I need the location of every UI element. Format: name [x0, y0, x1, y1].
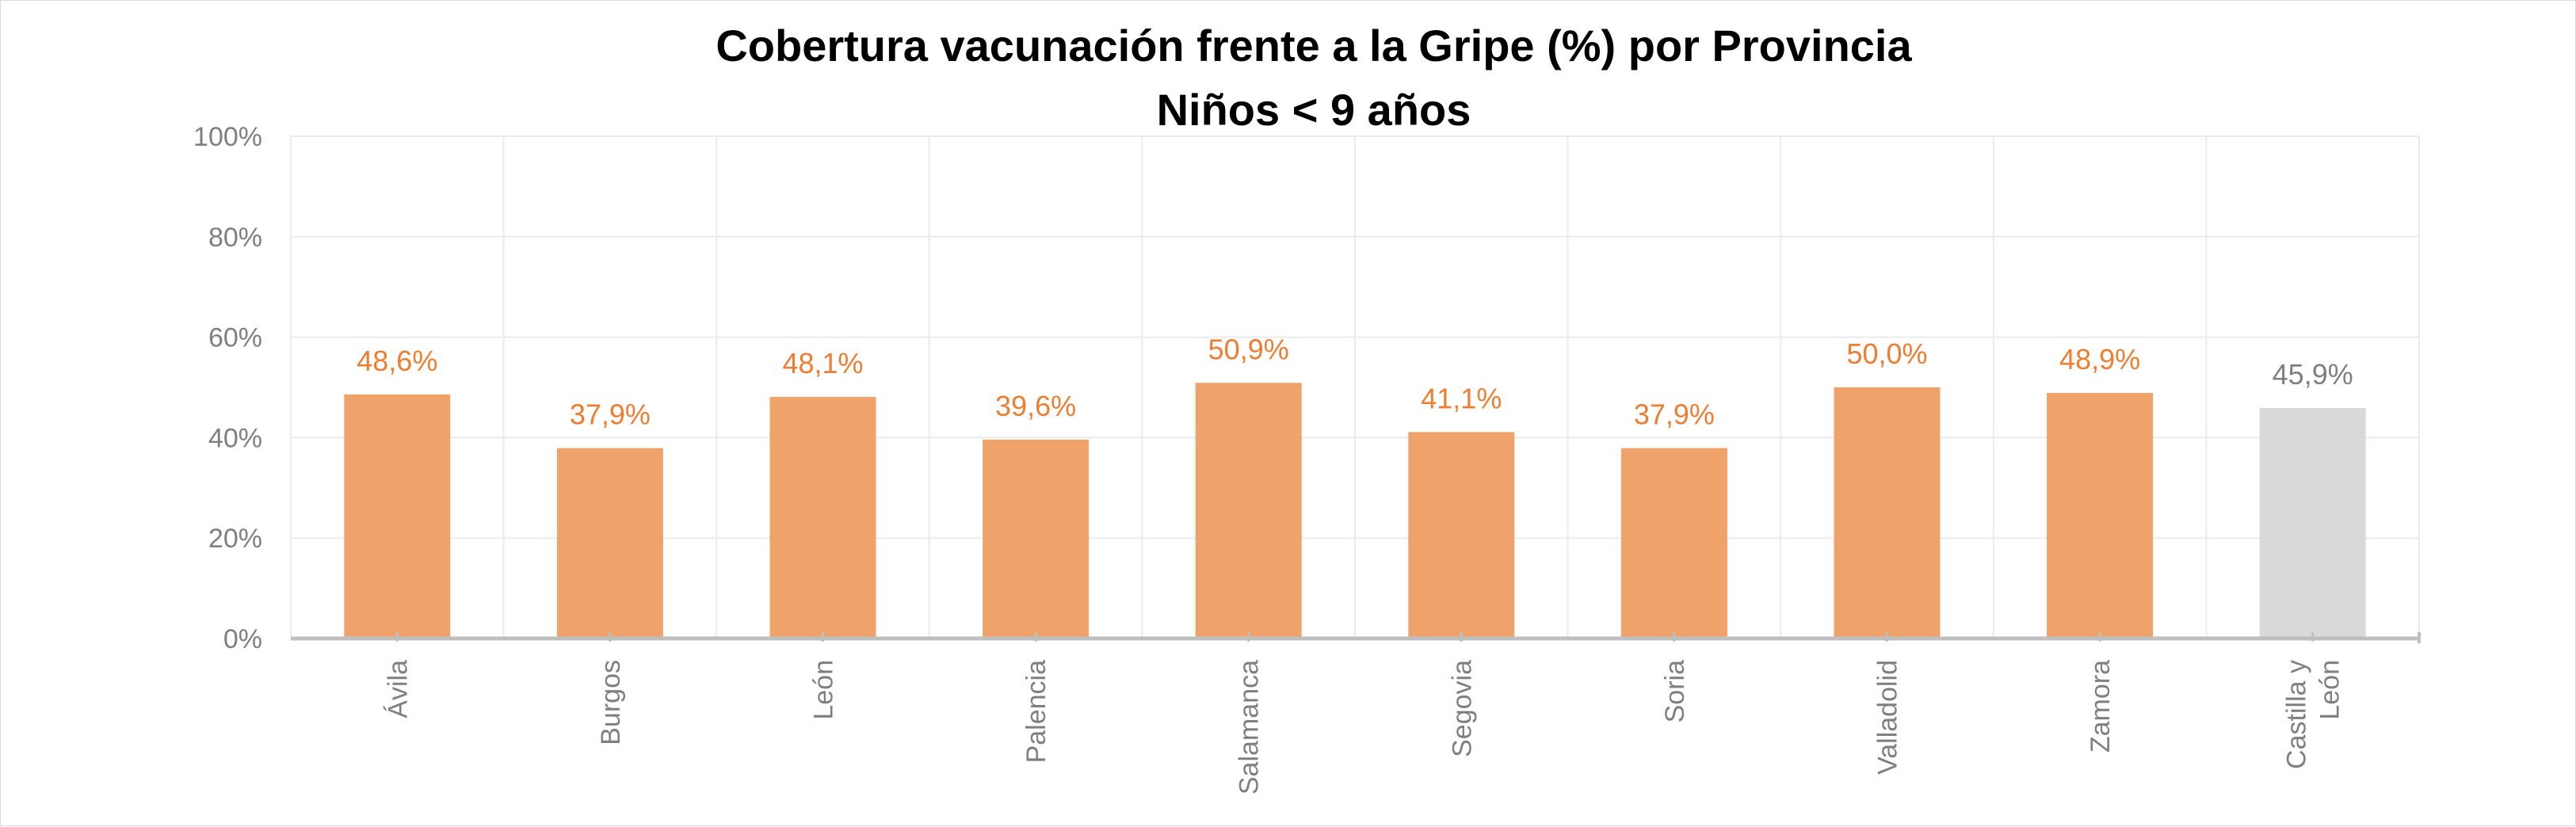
y-tick-label: 40% — [208, 423, 262, 453]
category-label-line: León — [2315, 660, 2345, 720]
bar — [983, 439, 1090, 638]
category-label: Burgos — [596, 660, 626, 745]
category-label: Soria — [1660, 660, 1690, 722]
category-label: Ávila — [383, 660, 413, 718]
bar — [344, 394, 451, 638]
bar — [1408, 432, 1515, 638]
category-label: Salamanca — [1235, 660, 1265, 795]
category-labels: Ávila Burgos León Palencia Salamanca Segovia S… — [383, 660, 2345, 795]
category-label: Segovia — [1447, 660, 1477, 757]
category-label-line: Palencia — [1021, 660, 1051, 764]
bar — [2047, 392, 2154, 638]
data-label: 48,1% — [782, 347, 863, 379]
category-label-line: Segovia — [1447, 660, 1477, 757]
category-label-line: León — [809, 660, 839, 720]
category-label-line: Ávila — [383, 660, 413, 718]
data-label: 37,9% — [570, 398, 651, 431]
chart-title: Cobertura vacunación frente a la Gripe (… — [716, 21, 1912, 71]
category-label: Castilla y León — [2282, 660, 2345, 769]
category-label-line: Zamora — [2086, 660, 2116, 753]
category-label-line: Salamanca — [1235, 660, 1265, 795]
bar — [1834, 387, 1941, 638]
data-label: 48,6% — [357, 345, 437, 377]
data-label: 50,9% — [1208, 333, 1289, 365]
category-label: Valladolid — [1873, 660, 1903, 775]
category-label-line: Burgos — [596, 660, 626, 745]
data-label: 45,9% — [2273, 358, 2353, 391]
data-label: 48,9% — [2059, 343, 2140, 375]
data-labels: 48,6% 37,9% 48,1% 39,6% 50,9% 41,1% 37,9% 50,0%… — [357, 333, 2353, 430]
bar — [2259, 407, 2366, 638]
category-label: Palencia — [1021, 660, 1051, 764]
y-tick-label: 60% — [208, 323, 262, 353]
data-label: 50,0% — [1846, 337, 1927, 370]
y-tick-label: 20% — [208, 524, 262, 554]
y-axis-ticks: 0% 20% 40% 60% 80% 100% — [193, 122, 262, 654]
category-label-line: Valladolid — [1873, 660, 1903, 775]
category-label-line: Soria — [1660, 660, 1690, 722]
bars — [344, 383, 2366, 638]
data-label: 41,1% — [1421, 382, 1502, 414]
gridlines — [290, 135, 2420, 638]
bar — [556, 448, 663, 638]
data-label: 37,9% — [1634, 398, 1715, 431]
category-label: Zamora — [2086, 660, 2116, 753]
y-tick-label: 100% — [193, 122, 262, 152]
chart-subtitle: Niños < 9 años — [1157, 85, 1471, 135]
x-axis — [291, 632, 2421, 643]
y-tick-label: 0% — [223, 624, 262, 654]
bar — [1195, 383, 1302, 638]
category-label: León — [809, 660, 839, 720]
data-label: 39,6% — [995, 390, 1076, 422]
category-label-line: Castilla y — [2282, 660, 2312, 769]
y-tick-label: 80% — [208, 223, 262, 253]
bar — [769, 397, 876, 638]
bar — [1620, 448, 1727, 638]
